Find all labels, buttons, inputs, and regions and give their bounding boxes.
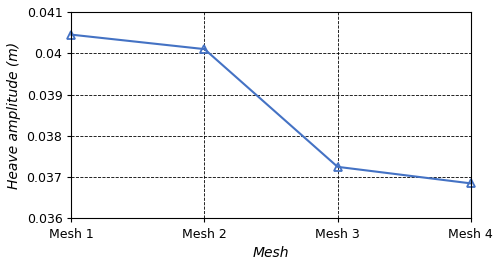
X-axis label: Mesh: Mesh	[253, 246, 290, 260]
Y-axis label: Heave amplitude (m): Heave amplitude (m)	[7, 42, 21, 189]
